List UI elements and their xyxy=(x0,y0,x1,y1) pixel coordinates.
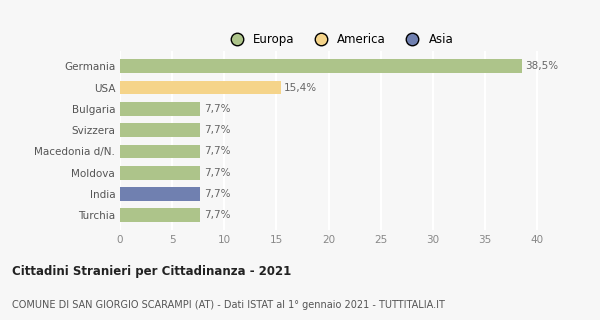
Bar xyxy=(120,123,200,137)
Bar xyxy=(120,187,200,201)
Bar xyxy=(120,102,200,116)
Bar xyxy=(120,166,200,180)
Text: 7,7%: 7,7% xyxy=(204,104,230,114)
Bar xyxy=(120,145,200,158)
Text: 7,7%: 7,7% xyxy=(204,125,230,135)
Text: 7,7%: 7,7% xyxy=(204,189,230,199)
Text: COMUNE DI SAN GIORGIO SCARAMPI (AT) - Dati ISTAT al 1° gennaio 2021 - TUTTITALIA: COMUNE DI SAN GIORGIO SCARAMPI (AT) - Da… xyxy=(12,300,445,310)
Text: 15,4%: 15,4% xyxy=(284,83,317,92)
Text: Cittadini Stranieri per Cittadinanza - 2021: Cittadini Stranieri per Cittadinanza - 2… xyxy=(12,265,291,278)
Text: 7,7%: 7,7% xyxy=(204,168,230,178)
Text: 7,7%: 7,7% xyxy=(204,210,230,220)
Text: 7,7%: 7,7% xyxy=(204,147,230,156)
Bar xyxy=(120,59,521,73)
Bar xyxy=(120,208,200,222)
Legend: Europa, America, Asia: Europa, America, Asia xyxy=(220,28,458,51)
Text: 38,5%: 38,5% xyxy=(525,61,558,71)
Bar xyxy=(120,81,281,94)
